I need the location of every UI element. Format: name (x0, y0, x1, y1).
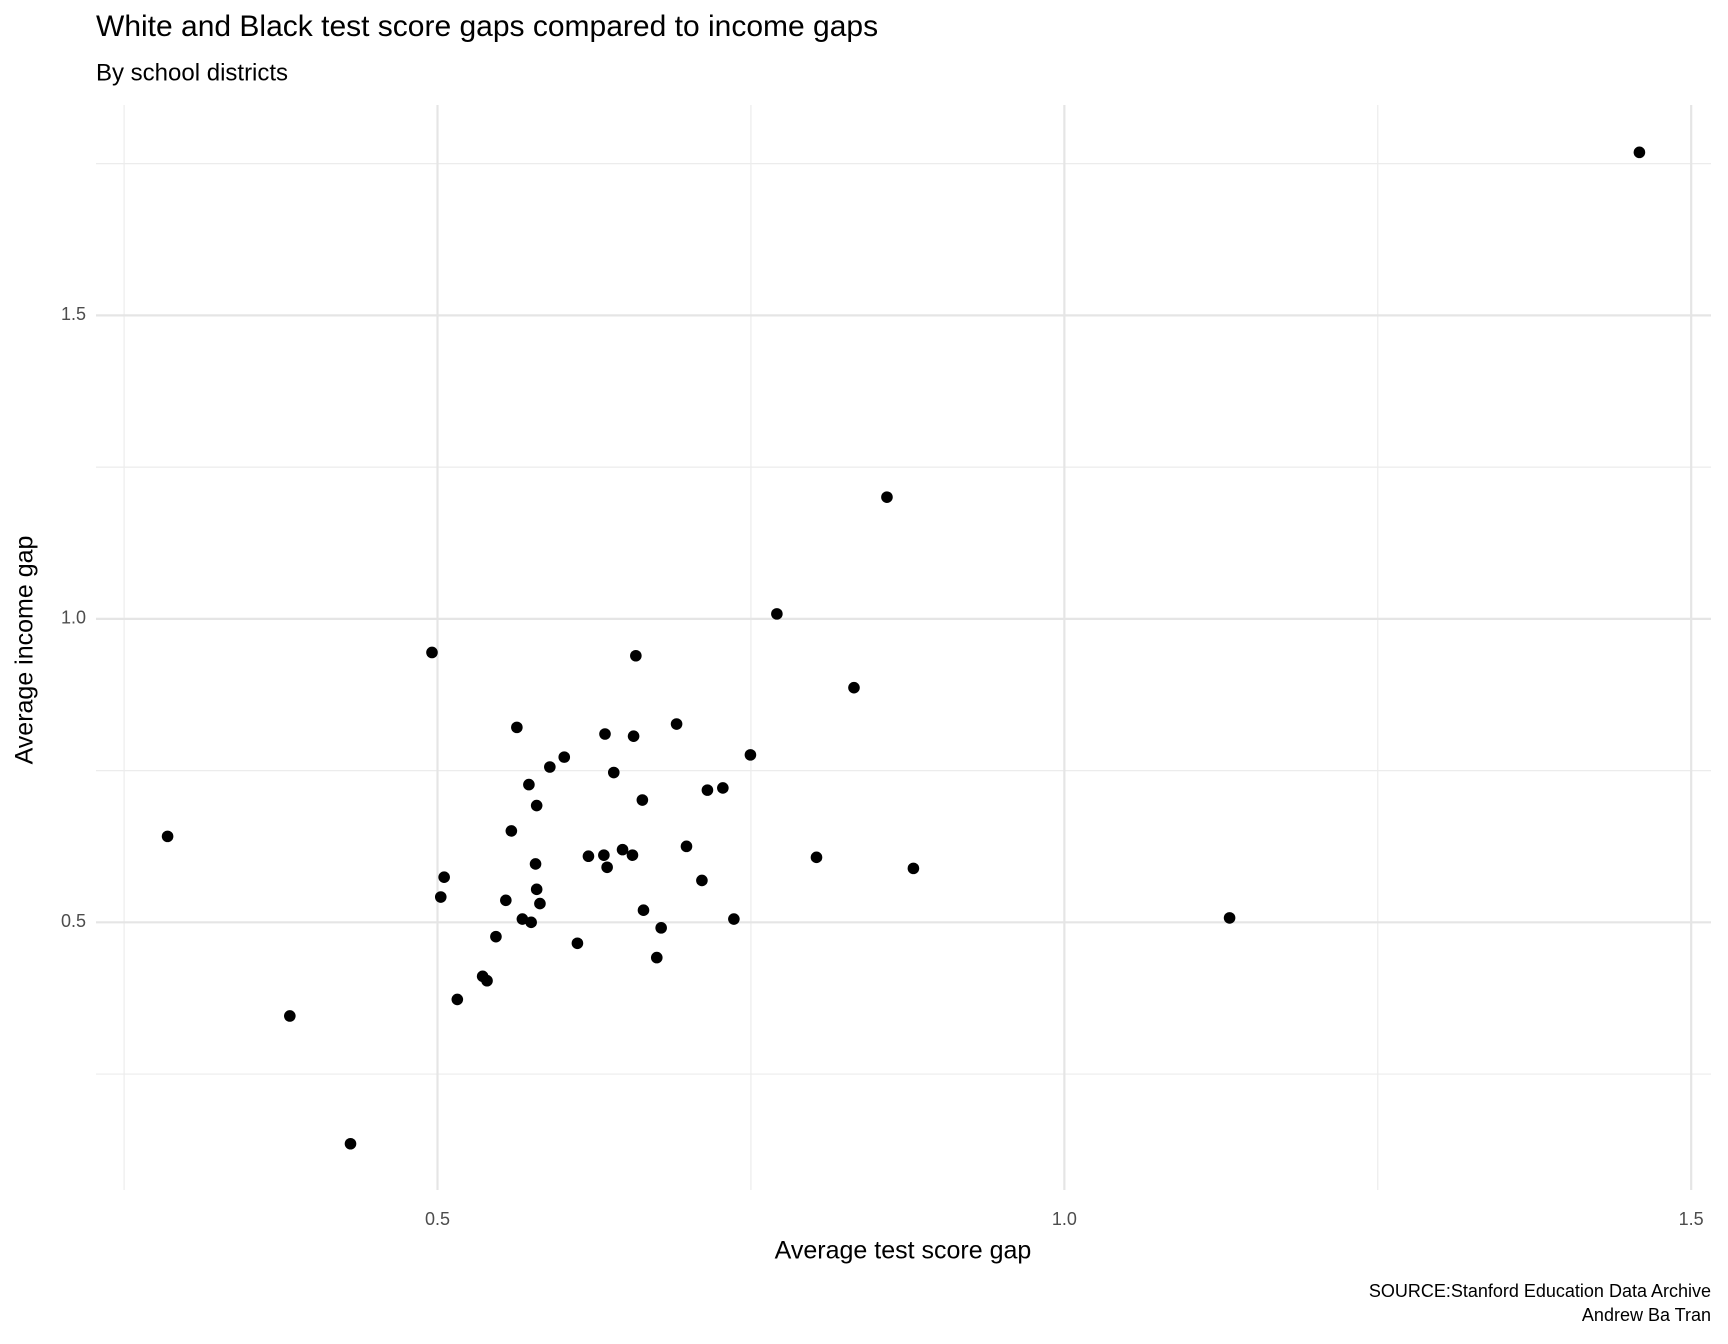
point (161, 830, 174, 843)
point (582, 850, 595, 863)
point (481, 974, 493, 987)
point (1633, 146, 1646, 159)
y-tick-label: 1.5 (61, 304, 86, 324)
point (655, 922, 667, 934)
point (530, 799, 543, 812)
y-tick-label: 0.5 (61, 911, 86, 931)
point (529, 858, 542, 870)
point (670, 718, 683, 730)
point (544, 761, 556, 773)
point (434, 891, 447, 903)
point (627, 730, 640, 742)
point (523, 778, 535, 791)
point (680, 840, 693, 853)
y-tick-label: 1.0 (61, 608, 86, 628)
point (881, 491, 893, 503)
point (598, 849, 610, 861)
point (907, 862, 920, 875)
point (451, 993, 464, 1006)
point (728, 913, 740, 925)
point (626, 849, 639, 861)
point (701, 784, 714, 796)
point (607, 766, 620, 779)
caption: SOURCE:Stanford Education Data Archive (1369, 1281, 1711, 1301)
point (630, 649, 642, 662)
point (426, 646, 438, 659)
point (511, 721, 523, 734)
caption: Andrew Ba Tran (1582, 1305, 1711, 1325)
point (601, 861, 613, 874)
point (717, 782, 729, 794)
point (490, 930, 502, 943)
point (599, 728, 611, 740)
point (616, 843, 629, 856)
chart-title: White and Black test score gaps compared… (96, 10, 878, 43)
point (534, 897, 546, 910)
point (500, 894, 512, 907)
point (744, 749, 757, 761)
point (438, 871, 450, 883)
x-tick-label: 1.5 (1679, 1209, 1704, 1229)
point (571, 937, 584, 950)
y-axis-title: Average income gap (11, 536, 39, 765)
point (650, 951, 663, 964)
point (505, 825, 518, 837)
point (525, 916, 537, 929)
point (558, 751, 571, 763)
point (636, 794, 649, 806)
x-tick-label: 1.0 (1052, 1209, 1077, 1229)
point (344, 1137, 357, 1150)
x-axis-title: Average test score gap (775, 1237, 1032, 1265)
point (848, 681, 860, 694)
point (530, 883, 543, 896)
point (637, 904, 650, 916)
chart-subtitle: By school districts (96, 59, 288, 86)
point (284, 1010, 296, 1022)
point (810, 851, 823, 864)
point (771, 608, 783, 620)
point (1223, 912, 1236, 924)
point (696, 874, 708, 887)
point (516, 913, 529, 925)
x-tick-label: 0.5 (425, 1209, 450, 1229)
